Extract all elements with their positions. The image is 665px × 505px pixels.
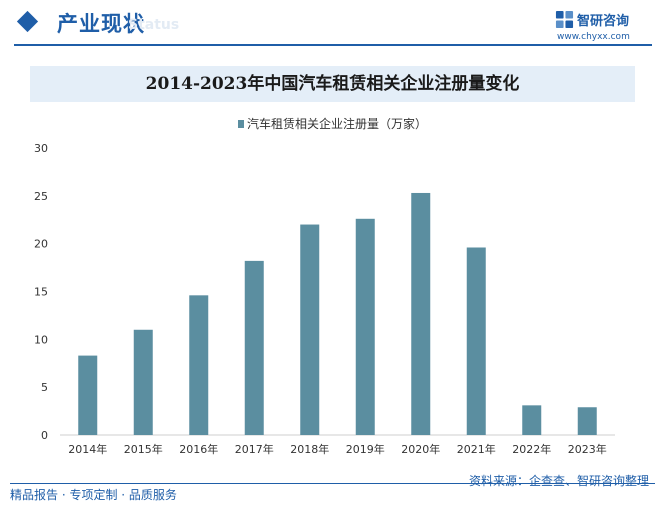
brand-name: 智研咨询	[577, 14, 630, 29]
x-tick-label: 2018年	[290, 442, 329, 456]
bar	[133, 329, 153, 435]
section-subtitle: Status	[128, 17, 180, 33]
legend-label: 汽车租赁相关企业注册量（万家）	[246, 117, 427, 131]
x-tick-label: 2019年	[346, 442, 385, 456]
bar	[78, 355, 98, 435]
x-tick-label: 2015年	[124, 442, 163, 456]
brand-logo-icon	[555, 10, 574, 29]
y-tick-label: 0	[41, 429, 48, 442]
header: 产业现状 Status 智研咨询 www.chyxx.com	[0, 0, 665, 48]
x-tick-label: 2020年	[401, 442, 440, 456]
bar	[411, 192, 431, 435]
y-tick-label: 30	[34, 142, 48, 155]
x-tick-label: 2016年	[179, 442, 218, 456]
y-tick-label: 10	[34, 333, 48, 346]
x-tick-label: 2021年	[457, 442, 496, 456]
footer-divider	[10, 483, 655, 484]
y-tick-label: 25	[34, 190, 48, 203]
y-tick-label: 15	[34, 286, 48, 299]
chart-legend: 汽车租赁相关企业注册量（万家）	[0, 115, 665, 131]
y-tick-label: 5	[41, 381, 48, 394]
x-tick-label: 2017年	[235, 442, 274, 456]
bar	[577, 407, 597, 435]
x-tick-label: 2022年	[512, 442, 551, 456]
footer-tagline: 精品报告 · 专项定制 · 品质服务	[10, 488, 177, 502]
y-tick-label: 20	[34, 238, 48, 251]
bar	[466, 247, 486, 435]
bar	[355, 218, 375, 435]
legend-swatch	[237, 120, 244, 128]
x-tick-label: 2014年	[68, 442, 107, 456]
bar	[244, 260, 264, 435]
section-title: 产业现状	[57, 12, 145, 36]
x-tick-label: 2023年	[568, 442, 607, 456]
bar	[189, 295, 209, 435]
brand-url: www.chyxx.com	[557, 32, 630, 42]
legend-item: 汽车租赁相关企业注册量（万家）	[237, 115, 427, 132]
header-divider	[14, 44, 652, 46]
chart-title-band: 2014-2023年中国汽车租赁相关企业注册量变化	[30, 66, 635, 102]
bar	[300, 224, 320, 435]
bar	[522, 405, 542, 435]
source-note: 资料来源：企查查、智研咨询整理	[468, 474, 649, 488]
brand-logo: 智研咨询 www.chyxx.com	[555, 10, 647, 44]
chart-title: 2014-2023年中国汽车租赁相关企业注册量变化	[145, 74, 520, 94]
